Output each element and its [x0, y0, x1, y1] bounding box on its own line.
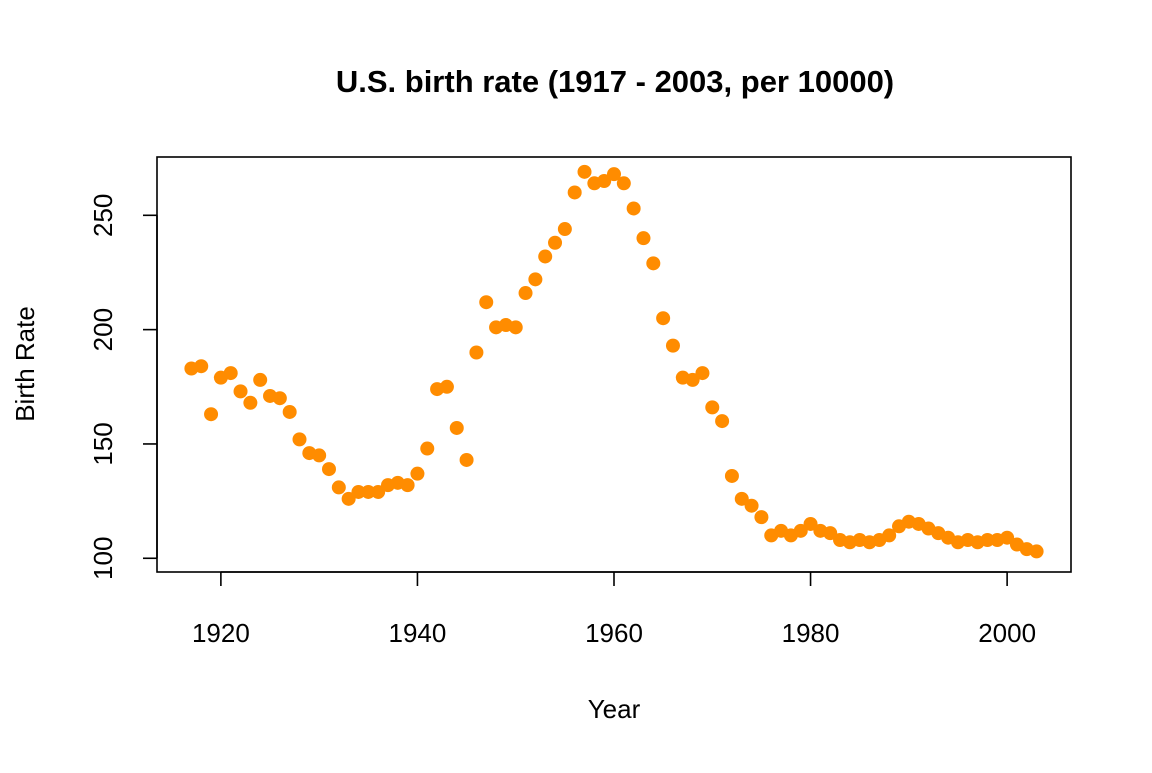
data-point — [636, 231, 651, 246]
data-point — [646, 256, 661, 271]
y-axis: 100 150 200 250 — [88, 194, 158, 580]
data-point — [194, 359, 209, 374]
data-point — [272, 391, 287, 406]
data-point — [548, 235, 563, 250]
data-point — [331, 480, 346, 495]
data-point — [823, 526, 838, 541]
x-axis: 1920 1940 1960 1980 2000 — [192, 571, 1036, 648]
x-tick-label: 1960 — [585, 618, 643, 648]
data-point — [341, 491, 356, 506]
data-point — [518, 286, 533, 301]
data-point — [204, 407, 219, 422]
data-point — [734, 491, 749, 506]
data-point — [292, 432, 307, 447]
y-tick-label: 250 — [88, 194, 118, 237]
data-point — [577, 164, 592, 179]
data-point — [312, 448, 327, 463]
data-points — [184, 164, 1044, 559]
y-tick-label: 100 — [88, 537, 118, 580]
data-point — [361, 484, 376, 499]
x-tick-label: 1920 — [192, 618, 250, 648]
data-point — [607, 167, 621, 182]
data-point — [439, 379, 454, 394]
data-point — [882, 528, 897, 543]
data-point — [449, 420, 464, 435]
y-tick-label: 150 — [88, 422, 118, 465]
data-point — [1000, 530, 1015, 545]
data-point — [321, 462, 336, 477]
data-point — [479, 295, 494, 310]
data-point — [803, 516, 818, 531]
data-point — [538, 249, 553, 264]
x-axis-label: Year — [588, 694, 641, 724]
plot-frame — [156, 156, 1072, 573]
data-point — [282, 404, 297, 419]
data-point — [557, 222, 572, 237]
x-tick-label: 1980 — [782, 618, 840, 648]
data-point — [626, 201, 641, 216]
data-point — [656, 311, 671, 326]
data-point — [665, 338, 680, 353]
data-point — [1029, 544, 1044, 559]
data-point — [744, 498, 759, 513]
data-point — [233, 384, 248, 399]
y-axis-label: Birth Rate — [10, 306, 40, 422]
data-point — [980, 532, 995, 547]
data-point — [459, 452, 474, 467]
data-point — [371, 484, 386, 499]
data-point — [567, 185, 582, 200]
data-point — [724, 468, 739, 483]
y-tick-label: 200 — [88, 308, 118, 351]
data-point — [528, 272, 543, 287]
data-point — [400, 478, 415, 493]
data-point — [705, 400, 720, 415]
chart-title: U.S. birth rate (1917 - 2003, per 10000) — [336, 64, 894, 99]
data-point — [508, 320, 523, 335]
data-point — [410, 466, 425, 481]
data-point — [597, 174, 612, 189]
data-point — [223, 366, 238, 381]
data-point — [715, 414, 730, 429]
data-point — [351, 484, 366, 499]
data-point — [695, 366, 710, 381]
data-point — [469, 345, 484, 360]
data-point — [685, 372, 700, 387]
x-tick-label: 2000 — [978, 618, 1036, 648]
data-point — [754, 510, 769, 525]
data-point — [243, 395, 258, 410]
x-tick-label: 1940 — [389, 618, 447, 648]
data-point — [616, 176, 631, 191]
data-point — [253, 372, 268, 387]
data-point — [420, 441, 435, 456]
data-point — [793, 523, 808, 538]
